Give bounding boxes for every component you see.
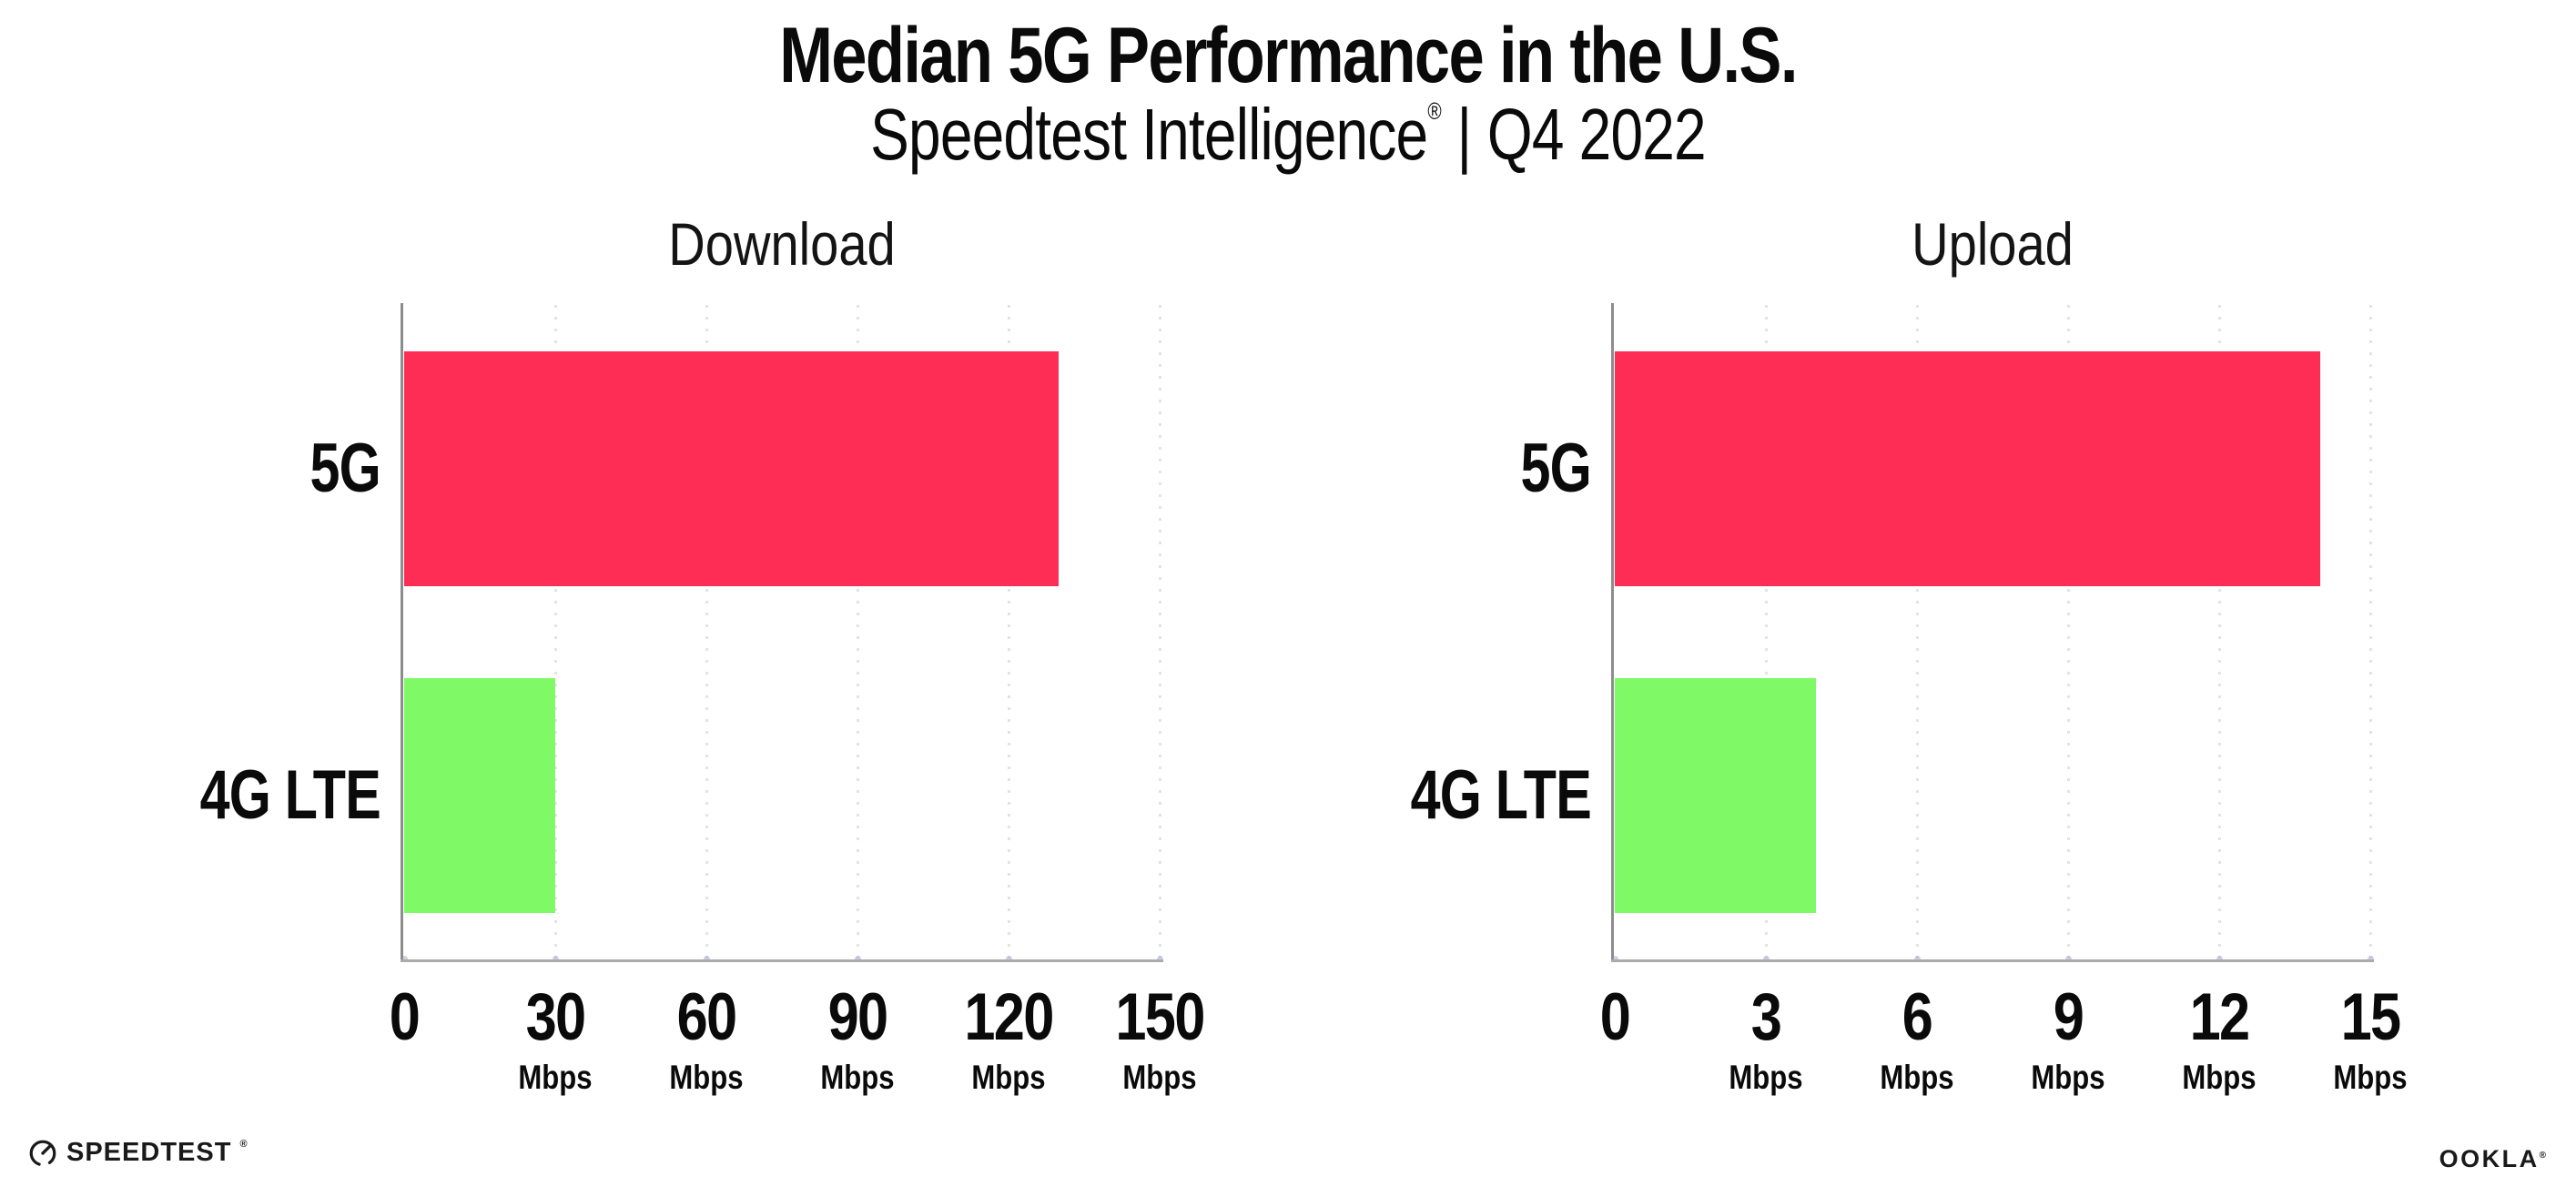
category-label-4g-lte-upload: 4G LTE [1410,756,1592,835]
speedtest-gauge-icon [29,1140,56,1167]
x-tick-60-download: 60 Mbps [592,984,821,1094]
subtitle-brand: Speedtest Intelligence [870,94,1428,175]
x-tick-12-upload: 12 Mbps [2104,984,2334,1094]
speedtest-registered-mark: ® [239,1139,248,1150]
tick-number: 6 [1902,980,1933,1054]
gridline-3-mbps-upload [1764,305,1768,959]
tick-number: 30 [525,980,587,1054]
ookla-logo: OOKLA® [2439,1145,2546,1173]
tick-number: 15 [2340,980,2402,1054]
chart-subtitle: Speedtest Intelligence® | Q4 2022 [258,96,2318,173]
tick-unit-label: Mbps [2182,1059,2257,1096]
registered-mark: ® [1427,97,1441,125]
gridline-90-mbps-download [856,305,859,959]
x-axis-line-download [401,959,1163,962]
x-tick-150-download: 150 Mbps [1045,984,1274,1094]
x-tick-9-upload: 9 Mbps [1953,984,2183,1094]
axis-tick-dot-150-download [1156,955,1163,962]
x-axis-line-upload [1611,959,2374,962]
ookla-registered-mark: ® [2539,1151,2546,1161]
tick-number: 60 [676,980,738,1054]
tick-number: 150 [1115,980,1205,1054]
upload-chart-title: Upload [1912,210,2074,278]
gridline-150-mbps-download [1158,305,1161,959]
x-tick-3-upload: 3 Mbps [1651,984,1881,1094]
tick-unit-label: Mbps [1880,1059,1954,1096]
x-tick-15-upload: 15 Mbps [2256,984,2485,1094]
category-label-4g-lte-download: 4G LTE [199,756,381,835]
gridline-15-mbps-upload [2368,305,2372,959]
speedtest-wordmark: SPEEDTEST [66,1137,232,1167]
tick-unit-label: Mbps [518,1059,593,1096]
tick-number: 0 [389,980,421,1054]
speedtest-logo: SPEEDTEST ® [27,1137,248,1168]
x-tick-90-download: 90 Mbps [743,984,972,1094]
y-axis-line-upload [1611,303,1614,962]
gridline-120-mbps-download [1007,305,1010,959]
axis-tick-dot-90-download [854,955,861,962]
bar-5g-download [404,350,1060,586]
tick-number: 3 [1750,980,1782,1054]
x-tick-0-download: 0 [289,984,519,1050]
axis-tick-dot-0-upload [1611,955,1618,962]
axis-tick-dot-60-download [703,955,710,962]
tick-unit-label: Mbps [669,1059,744,1096]
tick-number: 9 [2053,980,2084,1054]
gridline-30-mbps-download [553,305,557,959]
axis-tick-dot-9-upload [2064,955,2072,962]
gridline-60-mbps-download [705,305,708,959]
y-axis-line-download [401,303,403,962]
gridline-9-mbps-upload [2066,305,2070,959]
tick-unit-label: Mbps [971,1059,1046,1096]
upload-plot-area: 0 3 Mbps 6 Mbps 9 Mbps 12 Mbps 15 Mbps 5G 4G LTE [1411,303,2408,1094]
axis-tick-dot-3-upload [1762,955,1770,962]
upload-chart: Upload 0 3 Mbps 6 Mbps 9 Mbps 12 Mbps 15 Mbps 5G 4G … [1411,214,2408,1094]
tick-number: 90 [827,980,889,1054]
tick-unit-label: Mbps [2333,1059,2408,1096]
axis-tick-dot-0-download [401,955,408,962]
tick-number: 12 [2189,980,2251,1054]
x-tick-30-download: 30 Mbps [441,984,670,1094]
subtitle-separator: | [1456,94,1472,175]
download-plot-area: 0 30 Mbps 60 Mbps 90 Mbps 120 Mbps 150 Mbps 5G 4G LT… [200,303,1205,1094]
download-chart-title: Download [668,210,896,278]
axis-tick-dot-12-upload [2216,955,2223,962]
tick-number: 0 [1599,980,1631,1054]
bar-4g-lte-upload [1615,678,1817,914]
gridline-12-mbps-upload [2217,305,2221,959]
axis-tick-dot-6-upload [1913,955,1921,962]
x-tick-120-download: 120 Mbps [894,984,1123,1094]
x-tick-6-upload: 6 Mbps [1802,984,2032,1094]
x-tick-0-upload: 0 [1500,984,1729,1050]
chart-title: Median 5G Performance in the U.S. [779,12,1798,99]
tick-unit-label: Mbps [1729,1059,1803,1096]
tick-unit-label: Mbps [1122,1059,1197,1096]
axis-tick-dot-15-upload [2367,955,2374,962]
bar-5g-upload [1615,350,2320,586]
tick-unit-label: Mbps [820,1059,895,1096]
subtitle-period: Q4 2022 [1486,94,1707,175]
gridline-6-mbps-upload [1915,305,1919,959]
ookla-wordmark: OOKLA [2439,1145,2540,1172]
tick-unit-label: Mbps [2031,1059,2105,1096]
download-chart: Download 0 30 Mbps 60 Mbps 90 Mbps 120 Mbps 150 Mb… [200,214,1206,1094]
category-label-5g-download: 5G [309,429,380,507]
category-label-5g-upload: 5G [1520,429,1591,507]
tick-number: 120 [964,980,1054,1054]
axis-tick-dot-120-download [1005,955,1012,962]
axis-tick-dot-30-download [552,955,559,962]
bar-4g-lte-download [404,678,555,914]
